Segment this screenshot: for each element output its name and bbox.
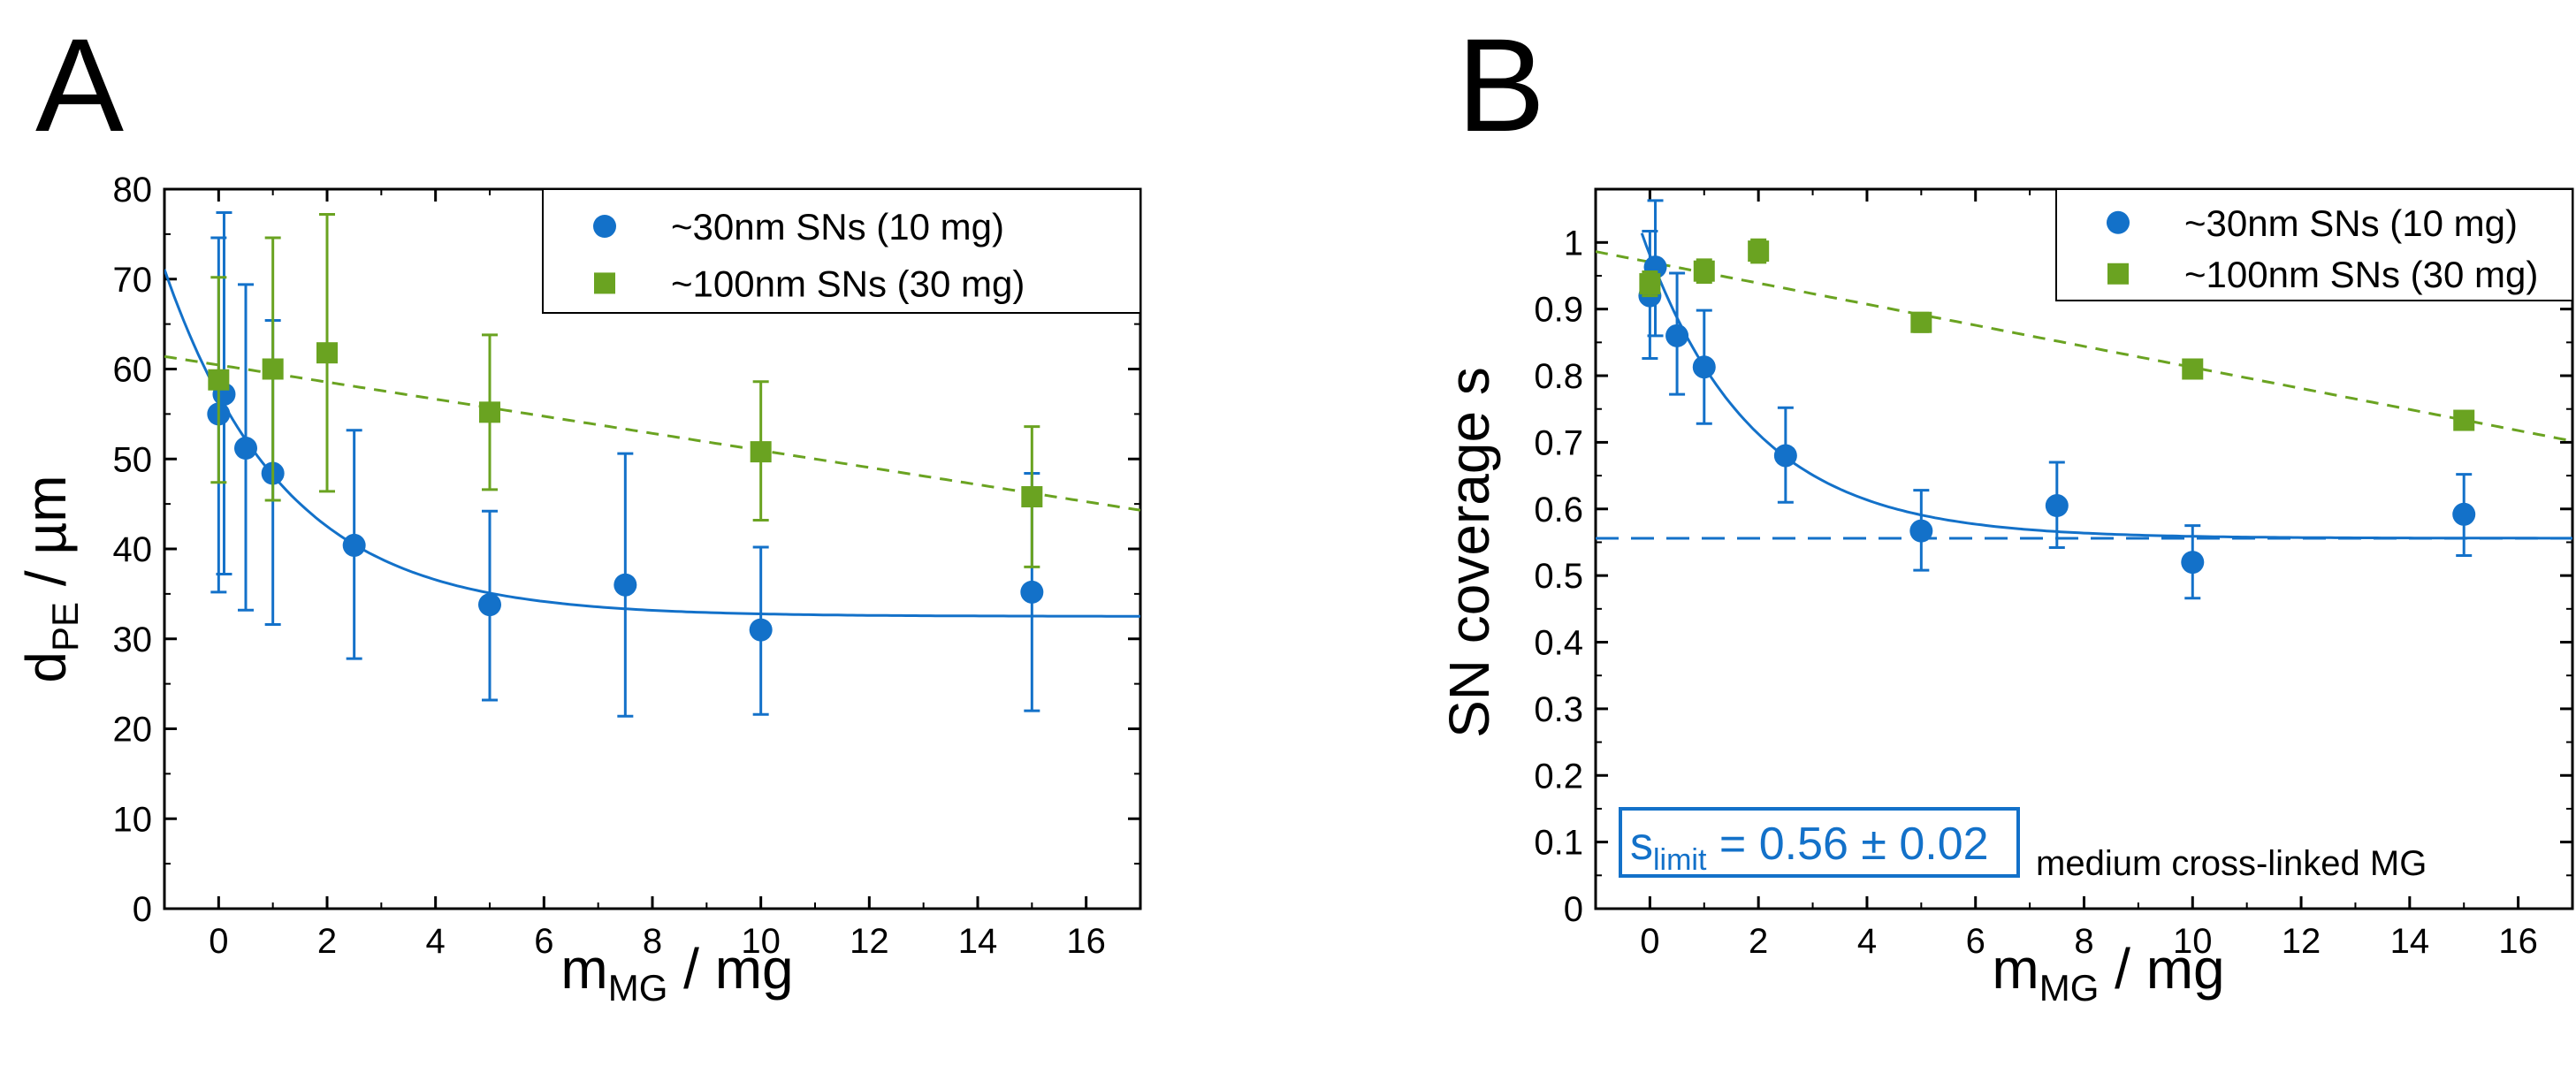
panel-b-legend-marker-sn30 [2107, 210, 2130, 234]
panel-a-xtick-label: 12 [850, 922, 889, 961]
panel-a-xtick-label: 16 [1066, 922, 1106, 961]
panel-a-sn100-point [262, 358, 284, 380]
panel-b-sn100-point [2453, 409, 2475, 431]
panel-b-sn30-point [2452, 502, 2476, 526]
panel-a-xtick-label: 8 [643, 922, 662, 961]
panel-a-sn100-point [316, 342, 338, 364]
panel-a-sn100-point [208, 369, 230, 391]
panel-b-sn100-point [2182, 358, 2204, 380]
panel-a-xtick-label: 2 [317, 922, 337, 961]
panel-b-xlabel-sub: MG [2039, 967, 2100, 1009]
panel-b-ytick-label: 0.2 [1534, 757, 1583, 796]
panel-a-xlabel: mMG / mg [560, 937, 793, 1009]
panel-b-ytick-label: 0.3 [1534, 690, 1583, 729]
panel-b-sn30-point [1773, 444, 1797, 468]
panel-a-legend-box [542, 188, 1141, 314]
panel-a-legend-marker-sn100 [594, 272, 615, 294]
panel-b-ytick-label: 0.7 [1534, 423, 1583, 462]
panel-a-sn30-point [478, 593, 501, 617]
panel-b-legend-marker-sn100 [2107, 263, 2129, 285]
panel-b-sn30-point [1665, 324, 1689, 347]
panel-a-xlabel-rest: / mg [667, 937, 793, 1001]
panel-b-ytick-label: 0.1 [1534, 824, 1583, 863]
panel-a-legend-label-sn30: ~30nm SNs (10 mg) [671, 206, 1004, 247]
panel-a-ytick-label: 30 [113, 621, 153, 659]
panel-b-sn100-point [1748, 240, 1770, 263]
panel-b-sn30-point [2181, 551, 2205, 575]
panel-b-xlabel-main: m [1992, 937, 2039, 1001]
panel-a-sn30-point [234, 437, 257, 461]
panel-a-ylabel-sub: PE [44, 602, 86, 651]
panel-a-ylabel-main: d [14, 651, 78, 683]
panel-b-legend-box [2055, 188, 2573, 301]
panel-a-fit-linear [164, 354, 1140, 512]
panel-b-xtick-label: 0 [1640, 922, 1659, 961]
panel-b-note: medium cross-linked MG [2036, 844, 2427, 883]
panel-a-ytick-label: 10 [113, 800, 153, 839]
panel-a-sn30-point [1020, 580, 1044, 604]
panel-a-fit-exponential [164, 269, 1140, 618]
panel-b-sn100-point [1693, 260, 1715, 282]
panel-b-xtick-label: 2 [1749, 922, 1768, 961]
panel-a-sn100-point [479, 401, 500, 423]
panel-b-xtick-label: 10 [2173, 922, 2213, 961]
panel-b-ytick-label: 1 [1564, 224, 1583, 263]
panel-b-sn100-point [1910, 311, 1932, 333]
panel-b-slimit-main: s [1630, 819, 1653, 870]
panel-a-ytick-label: 60 [113, 351, 153, 390]
panel-b-xlabel: mMG / mg [1992, 937, 2224, 1009]
panel-a-xtick-label: 4 [426, 922, 446, 961]
panel-a-ytick-label: 40 [113, 530, 153, 569]
panel-a-label: A [35, 11, 124, 159]
panel-b-ylabel: SN coverage s [1437, 367, 1501, 738]
panel-b-ytick-label: 0 [1564, 890, 1583, 929]
panel-b-legend-label-sn100: ~100nm SNs (30 mg) [2184, 254, 2538, 295]
panel-a-ytick-label: 80 [113, 171, 153, 209]
panel-b-ytick-label: 0.5 [1534, 557, 1583, 596]
panel-a-ylabel: dPE / µm [14, 475, 86, 682]
panel-b-fit-exponential [1640, 232, 2572, 540]
panel-a-legend-label-sn100: ~100nm SNs (30 mg) [671, 263, 1025, 304]
panel-b-slimit-rest: = 0.56 ± 0.02 [1706, 819, 1988, 870]
panel-a-xtick-label: 0 [209, 922, 228, 961]
panel-a-ytick-label: 0 [133, 890, 152, 929]
panel-a-ytick-label: 20 [113, 711, 153, 750]
panel-b-sn100-point [1639, 273, 1661, 295]
panel-b-slimit-box [1619, 807, 2020, 878]
panel-b-ytick-label: 0.9 [1534, 291, 1583, 330]
panel-b-legend-label-sn30: ~30nm SNs (10 mg) [2184, 202, 2518, 244]
panel-b-slimit-text: slimit = 0.56 ± 0.02 [1630, 819, 1989, 877]
panel-b-ytick-label: 0.8 [1534, 357, 1583, 396]
panel-a-sn100-point [750, 441, 772, 463]
panel-a-xtick-label: 6 [534, 922, 553, 961]
panel-a-xlabel-main: m [560, 937, 607, 1001]
panel-b-xtick-label: 12 [2282, 922, 2321, 961]
panel-b-sn30-point [1909, 519, 1933, 543]
panel-a-sn100-point [1021, 485, 1043, 507]
panel-b-xtick-label: 16 [2498, 922, 2538, 961]
panel-a-xlabel-sub: MG [608, 967, 668, 1009]
panel-b-sn30-point [1692, 355, 1716, 379]
panel-a-sn30-point [749, 618, 773, 642]
panel-b-xtick-label: 14 [2390, 922, 2430, 961]
panel-b-ytick-label: 0.6 [1534, 491, 1583, 529]
panel-b-xtick-label: 8 [2074, 922, 2093, 961]
panel-a-sn30-point [614, 573, 637, 597]
panel-b-xtick-label: 6 [1966, 922, 1985, 961]
panel-a-legend-marker-sn30 [593, 215, 616, 238]
panel-a-ytick-label: 50 [113, 440, 153, 479]
panel-b-label: B [1457, 11, 1545, 159]
panel-b-sn30-point [2045, 494, 2069, 518]
panel-b-slimit-sub: limit [1653, 843, 1707, 877]
panel-b-ytick-label: 0.4 [1534, 624, 1583, 663]
panel-b-xlabel-rest: / mg [2099, 937, 2224, 1001]
panel-a-xtick-label: 14 [958, 922, 998, 961]
panel-a-sn30-point [342, 533, 366, 557]
panel-b-xtick-label: 4 [1857, 922, 1877, 961]
panel-a-ytick-label: 70 [113, 261, 153, 300]
panel-b-fit-linear [1596, 250, 2572, 443]
panel-a-xtick-label: 10 [741, 922, 781, 961]
panel-a-ylabel-rest: / µm [14, 475, 78, 602]
